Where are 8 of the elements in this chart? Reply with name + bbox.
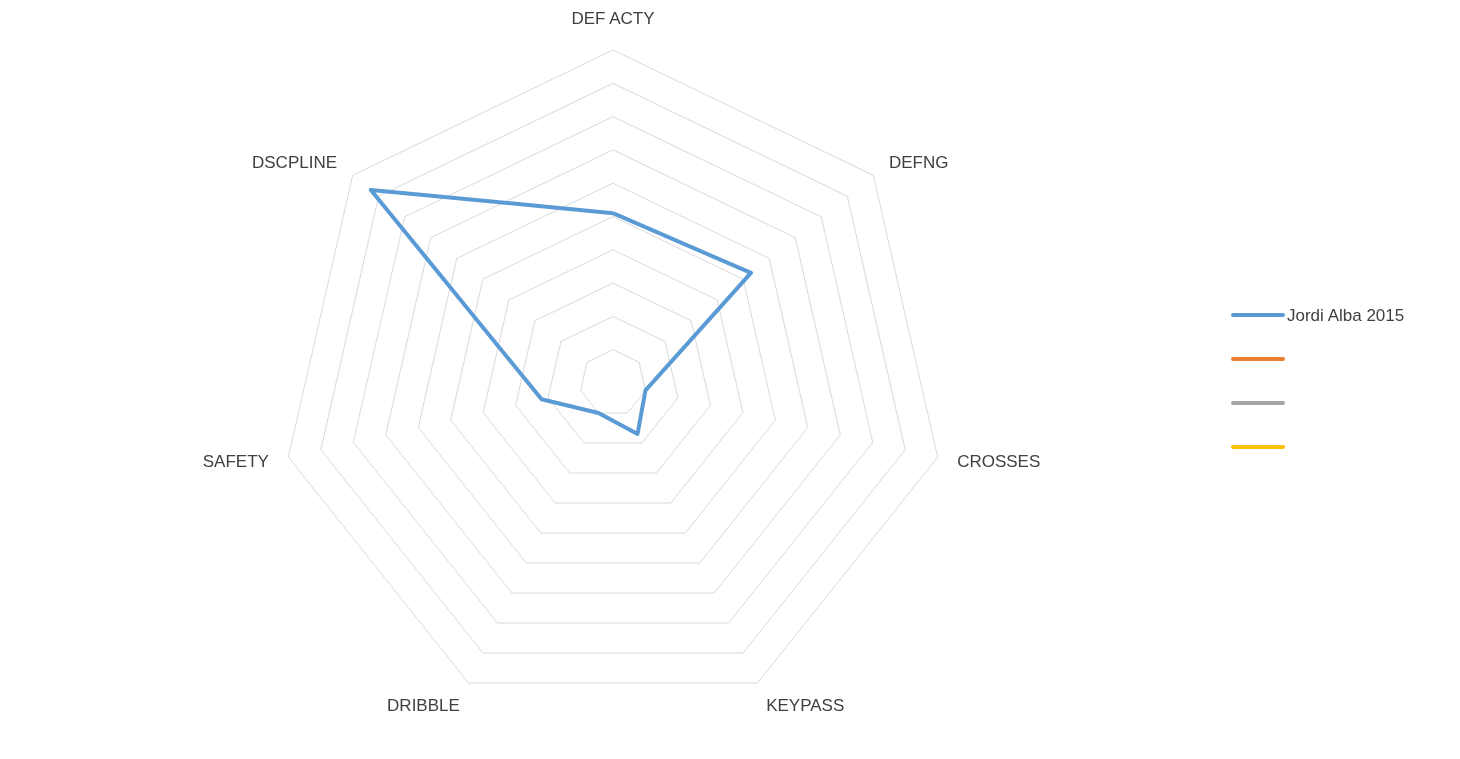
spoke-label: DEFNG [888, 152, 949, 172]
spoke-label: DRIBBLE [387, 696, 460, 716]
spoke-label: DEF ACTY [571, 9, 655, 29]
spoke-label: KEYPASS [766, 696, 845, 716]
spoke-label: CROSSES [957, 451, 1041, 471]
spoke-label: SAFETY [202, 451, 269, 471]
legend-label: Jordi Alba 2015 [1287, 306, 1405, 325]
spoke-label: DSCPLINE [252, 152, 338, 172]
